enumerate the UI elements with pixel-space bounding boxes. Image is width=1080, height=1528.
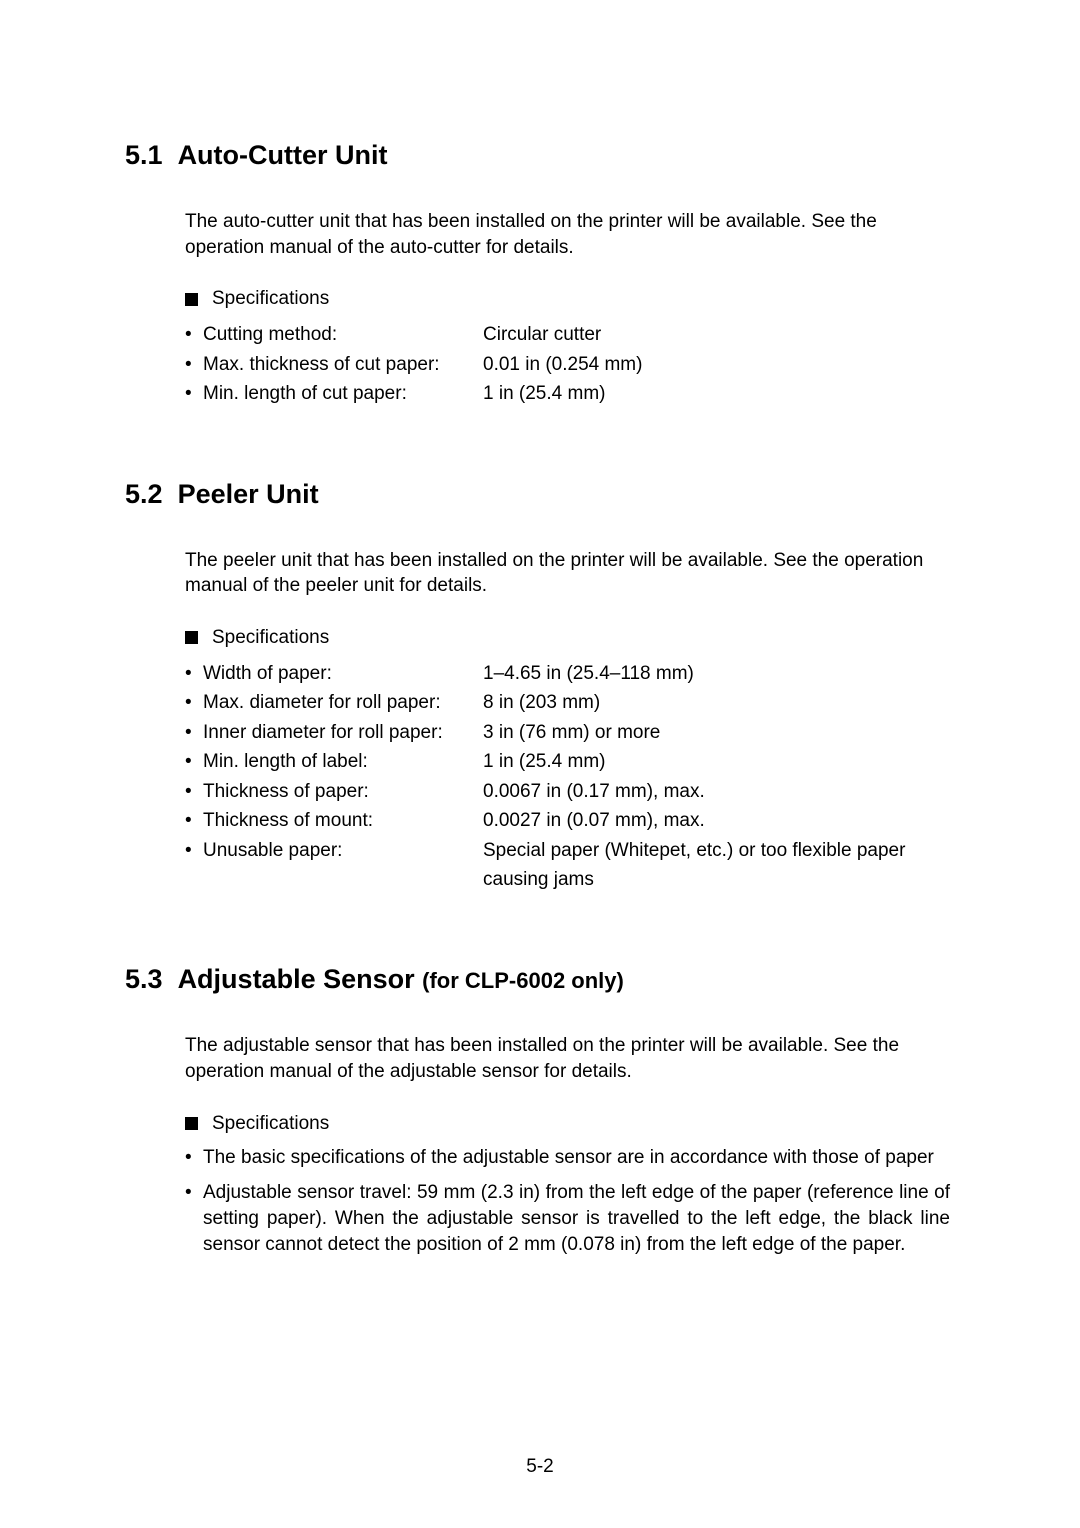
section-3-heading: 5.3 Adjustable Sensor (for CLP-6002 only… — [125, 964, 970, 995]
spec-row: • Inner diameter for roll paper: 3 in (7… — [185, 718, 950, 747]
spec-label: Width of paper: — [203, 659, 483, 688]
section-1-intro: The auto-cutter unit that has been insta… — [185, 209, 950, 260]
spec-row: • Min. length of cut paper: 1 in (25.4 m… — [185, 379, 950, 408]
section-1-title: Auto-Cutter Unit — [178, 140, 388, 170]
spec-label: Max. thickness of cut paper: — [203, 350, 483, 379]
square-bullet-icon — [185, 631, 198, 644]
section-2-intro: The peeler unit that has been installed … — [185, 548, 950, 599]
spec-value: 0.01 in (0.254 mm) — [483, 350, 950, 379]
spec-value: 0.0067 in (0.17 mm), max. — [483, 777, 950, 806]
spec-para: • The basic specifications of the adjust… — [185, 1145, 950, 1171]
spec-label: Inner diameter for roll paper: — [203, 718, 483, 747]
section-3-number: 5.3 — [125, 964, 163, 994]
spec-label: Max. diameter for roll paper: — [203, 688, 483, 717]
section-1-specs-heading: Specifications — [185, 288, 950, 310]
section-1-number: 5.1 — [125, 140, 163, 170]
bullet-icon: • — [185, 1145, 203, 1171]
spec-para-text: The basic specifications of the adjustab… — [203, 1145, 950, 1171]
section-3-body: The adjustable sensor that has been inst… — [185, 1033, 950, 1257]
spec-para-text: Adjustable sensor travel: 59 mm (2.3 in)… — [203, 1180, 950, 1257]
square-bullet-icon — [185, 1117, 198, 1130]
bullet-icon: • — [185, 659, 203, 688]
section-3-specs-label: Specifications — [212, 1113, 329, 1135]
spec-value: 1 in (25.4 mm) — [483, 747, 950, 776]
spec-row: • Thickness of paper: 0.0067 in (0.17 mm… — [185, 777, 950, 806]
bullet-icon: • — [185, 320, 203, 349]
section-1-spec-list: • Cutting method: Circular cutter • Max.… — [185, 320, 950, 408]
spec-value: Circular cutter — [483, 320, 950, 349]
section-2-title: Peeler Unit — [178, 479, 319, 509]
spec-label: Unusable paper: — [203, 836, 483, 865]
spec-row: • Max. diameter for roll paper: 8 in (20… — [185, 688, 950, 717]
bullet-icon: • — [185, 836, 203, 865]
bullet-icon: • — [185, 1180, 203, 1257]
spec-row: • Cutting method: Circular cutter — [185, 320, 950, 349]
section-3-title: Adjustable Sensor — [178, 964, 415, 994]
section-2-specs-label: Specifications — [212, 627, 329, 649]
spec-value: 0.0027 in (0.07 mm), max. — [483, 806, 950, 835]
section-2-heading: 5.2 Peeler Unit — [125, 479, 970, 510]
spec-value: 3 in (76 mm) or more — [483, 718, 950, 747]
bullet-icon: • — [185, 806, 203, 835]
spec-value: 1–4.65 in (25.4–118 mm) — [483, 659, 950, 688]
spec-value: Special paper (Whitepet, etc.) or too fl… — [483, 836, 950, 895]
spec-label: Min. length of label: — [203, 747, 483, 776]
spec-label: Min. length of cut paper: — [203, 379, 483, 408]
section-2-spec-list: • Width of paper: 1–4.65 in (25.4–118 mm… — [185, 659, 950, 895]
section-2-specs-heading: Specifications — [185, 627, 950, 649]
spec-label: Cutting method: — [203, 320, 483, 349]
square-bullet-icon — [185, 293, 198, 306]
section-3-specs-heading: Specifications — [185, 1113, 950, 1135]
bullet-icon: • — [185, 688, 203, 717]
section-1-specs-label: Specifications — [212, 288, 329, 310]
section-2-body: The peeler unit that has been installed … — [185, 548, 950, 895]
spec-row: • Thickness of mount: 0.0027 in (0.07 mm… — [185, 806, 950, 835]
bullet-icon: • — [185, 718, 203, 747]
section-3-intro: The adjustable sensor that has been inst… — [185, 1033, 950, 1084]
spec-para: • Adjustable sensor travel: 59 mm (2.3 i… — [185, 1180, 950, 1257]
spec-value: 8 in (203 mm) — [483, 688, 950, 717]
section-3-subtitle: (for CLP-6002 only) — [422, 968, 624, 993]
document-page: 5.1 Auto-Cutter Unit The auto-cutter uni… — [0, 0, 1080, 1528]
section-1-body: The auto-cutter unit that has been insta… — [185, 209, 950, 409]
spec-row: • Min. length of label: 1 in (25.4 mm) — [185, 747, 950, 776]
bullet-icon: • — [185, 350, 203, 379]
spec-label: Thickness of mount: — [203, 806, 483, 835]
section-2-number: 5.2 — [125, 479, 163, 509]
bullet-icon: • — [185, 747, 203, 776]
spec-label: Thickness of paper: — [203, 777, 483, 806]
page-number: 5-2 — [0, 1456, 1080, 1478]
spec-value: 1 in (25.4 mm) — [483, 379, 950, 408]
spec-row: • Unusable paper: Special paper (Whitepe… — [185, 836, 950, 895]
section-1-heading: 5.1 Auto-Cutter Unit — [125, 140, 970, 171]
spec-row: • Max. thickness of cut paper: 0.01 in (… — [185, 350, 950, 379]
bullet-icon: • — [185, 777, 203, 806]
spec-row: • Width of paper: 1–4.65 in (25.4–118 mm… — [185, 659, 950, 688]
bullet-icon: • — [185, 379, 203, 408]
